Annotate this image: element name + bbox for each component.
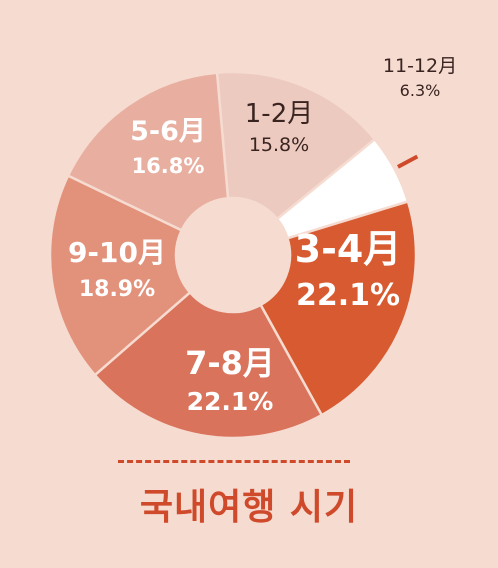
chart-labels: 1-2月 15.8% 11-12月 6.3% 3-4月 22.1% 7-8月 22.1% 9-1… <box>68 55 457 416</box>
slice-value-5: 16.8% <box>132 154 205 178</box>
slice-value-0: 15.8% <box>249 134 309 156</box>
slice-4 <box>48 174 192 377</box>
slice-label-2: 3-4月 <box>295 227 402 271</box>
slice-5 <box>66 71 230 232</box>
slice-label-5: 5-6月 <box>130 116 206 147</box>
slice-3 <box>93 291 323 440</box>
slice-label-0: 1-2月 <box>245 99 313 129</box>
chart-slices <box>48 70 418 440</box>
slice-value-2: 22.1% <box>296 278 400 313</box>
slice-value-1: 6.3% <box>400 81 441 100</box>
slice-label-4: 9-10月 <box>68 236 166 269</box>
slice-label-1: 11-12月 <box>383 55 457 77</box>
slice-value-3: 22.1% <box>187 387 274 416</box>
slice-2 <box>259 200 418 417</box>
title-divider <box>118 460 350 463</box>
chart-title: 국내여행 시기 <box>139 487 359 528</box>
leader-line <box>396 154 419 169</box>
slice-0 <box>215 70 376 221</box>
slice-value-4: 18.9% <box>79 277 155 302</box>
slice-label-3: 7-8月 <box>185 344 275 382</box>
